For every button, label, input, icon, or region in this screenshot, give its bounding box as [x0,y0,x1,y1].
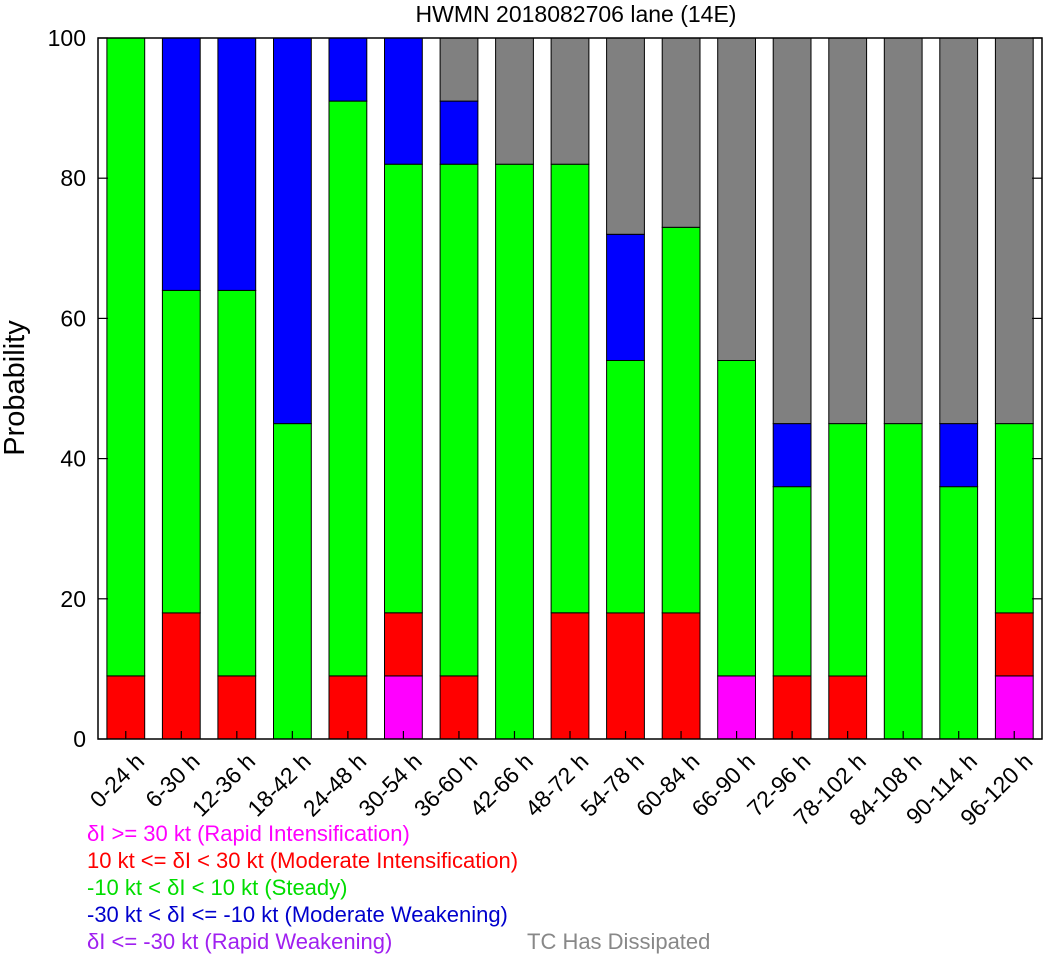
legend-entry-steady: -10 kt < δI < 10 kt (Steady) [87,875,348,900]
y-axis-ticks: 0 20 40 60 80 100 [48,25,1042,752]
bar-segment-6-30h-series-2 [161,289,201,614]
bar-segment-30-54h-series-1 [384,612,423,677]
bar-segment-36-60h-series-3 [439,100,479,165]
legend-row-last: δI <= -30 kt (Rapid Weakening) TC Has Di… [87,928,710,955]
bar-segment-48-72h-series-2 [550,163,590,614]
bar-segment-96-120h-series-5 [994,37,1034,425]
bar-segment-18-42h-series-2 [273,423,312,740]
bar-segment-72-96h-series-2 [772,486,812,677]
bar-segment-30-54h-series-0 [384,675,423,740]
y-tick-label-40: 40 [60,446,86,472]
bar-segment-12-36h-series-1 [217,675,257,740]
bar-segment-24-48h-series-3 [328,37,368,102]
y-tick-label-60: 60 [60,305,86,331]
bar-segment-66-90h-series-5 [717,37,757,361]
bars-group [106,37,1034,740]
bar-segment-60-84h-series-5 [661,37,701,228]
legend-entry-rapid-weakening: δI <= -30 kt (Rapid Weakening) [87,929,393,954]
bar-segment-48-72h-series-1 [550,612,590,740]
legend-entry-rapid-intensification: δI >= 30 kt (Rapid Intensification) [87,821,410,846]
x-axis-ticks: 0-24 h6-30 h12-36 h18-42 h24-48 h30-54 h… [85,731,1038,831]
x-tick-label-0-24h: 0-24 h [85,748,150,813]
bar-segment-42-66h-series-5 [495,37,534,165]
bar-segment-36-60h-series-5 [439,37,479,102]
bar-segment-72-96h-series-5 [772,37,812,425]
bar-segment-48-72h-series-5 [550,37,590,165]
bar-segment-78-102h-series-2 [828,423,868,677]
bar-segment-6-30h-series-1 [161,612,201,740]
bar-segment-54-78h-series-2 [606,360,645,614]
bar-segment-78-102h-series-5 [828,37,868,425]
bar-segment-36-60h-series-2 [439,163,479,677]
bar-segment-60-84h-series-2 [661,226,701,614]
bar-segment-66-90h-series-0 [717,675,757,740]
legend-entry-moderate-weakening: -30 kt < δI <= -10 kt (Moderate Weakenin… [87,902,508,927]
bar-segment-0-24h-series-2 [106,37,146,677]
y-tick-label-0: 0 [73,726,86,752]
bar-segment-24-48h-series-1 [328,675,368,740]
bar-segment-54-78h-series-3 [606,233,645,361]
bar-segment-60-84h-series-1 [661,612,701,740]
bar-segment-90-114h-series-3 [939,423,979,488]
bar-segment-30-54h-series-3 [384,37,423,165]
bar-segment-96-120h-series-1 [994,612,1034,677]
y-tick-label-20: 20 [60,586,86,612]
bar-segment-84-108h-series-5 [883,37,923,425]
chart-title: HWMN 2018082706 lane (14E) [416,1,737,27]
y-axis-label: Probability [0,320,31,456]
bar-segment-54-78h-series-5 [606,37,645,235]
bar-segment-30-54h-series-2 [384,163,423,614]
legend-entry-dissipated: TC Has Dissipated [527,929,711,954]
y-tick-label-100: 100 [48,25,86,51]
bar-segment-90-114h-series-5 [939,37,979,425]
bar-segment-72-96h-series-3 [772,423,812,488]
bar-segment-12-36h-series-2 [217,289,257,677]
y-tick-label-80: 80 [60,165,86,191]
bar-segment-18-42h-series-3 [273,37,312,425]
bar-segment-72-96h-series-1 [772,675,812,740]
legend: δI >= 30 kt (Rapid Intensification) 10 k… [87,820,710,955]
bar-segment-96-120h-series-2 [994,423,1034,614]
bar-segment-90-114h-series-2 [939,486,979,740]
bar-segment-84-108h-series-2 [883,423,923,740]
bar-segment-6-30h-series-3 [161,37,201,291]
bar-segment-0-24h-series-1 [106,675,146,740]
bar-segment-66-90h-series-2 [717,360,757,677]
bar-segment-78-102h-series-1 [828,675,868,740]
bar-segment-96-120h-series-0 [994,675,1034,740]
bar-segment-54-78h-series-1 [606,612,645,740]
bar-segment-12-36h-series-3 [217,37,257,291]
bar-segment-24-48h-series-2 [328,100,368,677]
bar-segment-42-66h-series-2 [495,163,534,740]
bar-segment-36-60h-series-1 [439,675,479,740]
legend-entry-moderate-intensification: 10 kt <= δI < 30 kt (Moderate Intensific… [87,848,519,873]
